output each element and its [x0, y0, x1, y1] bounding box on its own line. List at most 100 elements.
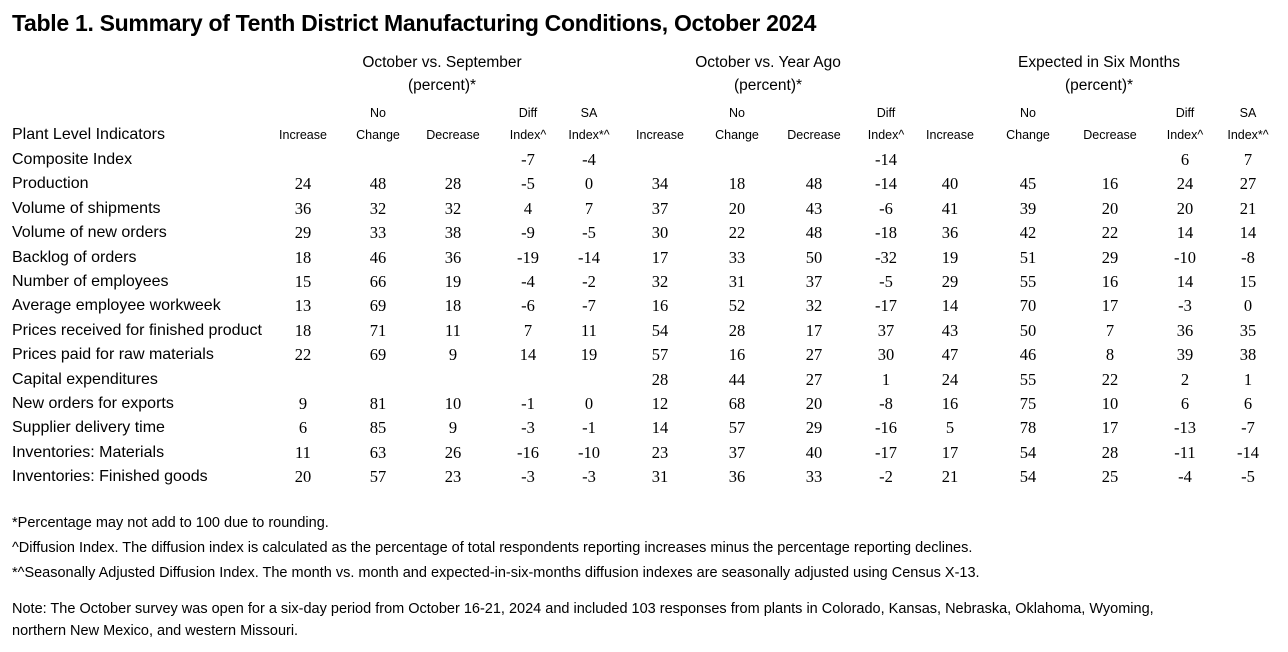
- table-cell: 46: [1019, 345, 1037, 364]
- table-cell: 28: [728, 321, 746, 340]
- table-cell: 14: [1239, 223, 1257, 242]
- survey-note: Note: The October survey was open for a …: [12, 601, 1154, 617]
- table-cell: 9: [448, 345, 458, 364]
- table-cell: 22: [1101, 370, 1119, 389]
- table-cell: 69: [369, 345, 387, 364]
- survey-note: northern New Mexico, and western Missour…: [12, 623, 299, 639]
- table-cell: 18: [294, 321, 312, 340]
- table-cell: 11: [581, 321, 597, 340]
- table-cell: -6: [879, 199, 893, 218]
- table-cell: 26: [444, 443, 462, 462]
- column-header-line2: Decrease: [426, 128, 480, 142]
- table-cell: -14: [578, 248, 600, 267]
- table-cell: 16: [941, 394, 959, 413]
- table-cell: 43: [941, 321, 959, 340]
- table-cell: 46: [369, 248, 387, 267]
- table-cell: 37: [728, 443, 746, 462]
- table-cell: 54: [651, 321, 669, 340]
- table-cell: 33: [728, 248, 746, 267]
- table-cell: 11: [445, 321, 461, 340]
- table-cell: 6: [1180, 394, 1190, 413]
- table-cell: 71: [369, 321, 387, 340]
- table-cell: 57: [728, 418, 746, 437]
- column-header-line2: Change: [356, 128, 400, 142]
- table-cell: -6: [521, 296, 535, 315]
- table-cell: 33: [369, 223, 387, 242]
- table-cell: 7: [584, 199, 594, 218]
- table-cell: 28: [444, 174, 462, 193]
- table-cell: 7: [1243, 150, 1253, 169]
- table-cell: 20: [1101, 199, 1119, 218]
- table-cell: 24: [294, 174, 312, 193]
- table-cell: 27: [805, 345, 823, 364]
- table-cell: 18: [728, 174, 746, 193]
- table-cell: 19: [941, 248, 959, 267]
- table-cell: 20: [805, 394, 823, 413]
- table-cell: -4: [1178, 467, 1192, 486]
- table-cell: 27: [805, 370, 823, 389]
- table-cell: 4: [523, 199, 533, 218]
- table-cell: 2: [1180, 370, 1190, 389]
- table-cell: 7: [523, 321, 533, 340]
- table-cell: 12: [651, 394, 669, 413]
- table-cell: 19: [444, 272, 462, 291]
- table-cell: -14: [1237, 443, 1259, 462]
- table-cell: 8: [1105, 345, 1115, 364]
- table-cell: 37: [651, 199, 669, 218]
- table-cell: -19: [517, 248, 539, 267]
- table-cell: 0: [584, 174, 594, 193]
- table-cell: 9: [298, 394, 308, 413]
- table-cell: -3: [582, 467, 596, 486]
- column-header-line2: Index*^: [1227, 128, 1269, 142]
- table-cell: 36: [294, 199, 312, 218]
- table-cell: 6: [1243, 394, 1253, 413]
- footnote: *Percentage may not add to 100 due to ro…: [12, 515, 329, 531]
- table-cell: 17: [1101, 296, 1119, 315]
- row-label: New orders for exports: [12, 395, 174, 412]
- table-cell: 75: [1019, 394, 1037, 413]
- table-cell: 38: [444, 223, 462, 242]
- table-cell: 70: [1019, 296, 1037, 315]
- row-label: Volume of new orders: [12, 224, 167, 241]
- table-cell: 14: [519, 345, 537, 364]
- table-cell: 14: [1176, 223, 1194, 242]
- table-cell: 55: [1019, 272, 1037, 291]
- column-header-line2: Increase: [279, 128, 327, 142]
- column-header-line2: Increase: [926, 128, 974, 142]
- table-cell: -16: [517, 443, 539, 462]
- table-cell: 14: [941, 296, 959, 315]
- row-label: Composite Index: [12, 151, 133, 168]
- table-cell: 22: [728, 223, 746, 242]
- table-cell: 17: [1101, 418, 1119, 437]
- table-cell: 9: [448, 418, 458, 437]
- table-cell: -10: [578, 443, 600, 462]
- table-cell: 20: [294, 467, 312, 486]
- table-cell: -9: [521, 223, 535, 242]
- column-header-line1: SA: [580, 106, 598, 120]
- table-cell: -4: [521, 272, 535, 291]
- table-cell: 48: [369, 174, 387, 193]
- table-cell: -5: [521, 174, 535, 193]
- table-cell: 1: [881, 370, 891, 389]
- table-cell: -7: [582, 296, 596, 315]
- table-cell: -5: [1241, 467, 1255, 486]
- column-header-line1: No: [1020, 106, 1036, 120]
- table-cell: 40: [805, 443, 823, 462]
- table-cell: 24: [941, 370, 959, 389]
- column-header-line2: Index^: [867, 128, 905, 142]
- table-cell: 29: [941, 272, 959, 291]
- table-cell: 31: [651, 467, 669, 486]
- table-cell: 17: [941, 443, 959, 462]
- table-cell: 54: [1019, 443, 1037, 462]
- indicator-column-header: Plant Level Indicators: [12, 126, 165, 143]
- table-cell: 29: [805, 418, 823, 437]
- table-cell: 23: [651, 443, 669, 462]
- row-label: Supplier delivery time: [12, 419, 165, 436]
- row-label: Prices received for finished product: [12, 322, 262, 339]
- group-header-title: Expected in Six Months: [1018, 54, 1180, 71]
- table-cell: 52: [728, 296, 746, 315]
- row-label: Average employee workweek: [12, 297, 221, 314]
- table-cell: 1: [1243, 370, 1253, 389]
- table-cell: 41: [941, 199, 959, 218]
- table-cell: -14: [875, 174, 897, 193]
